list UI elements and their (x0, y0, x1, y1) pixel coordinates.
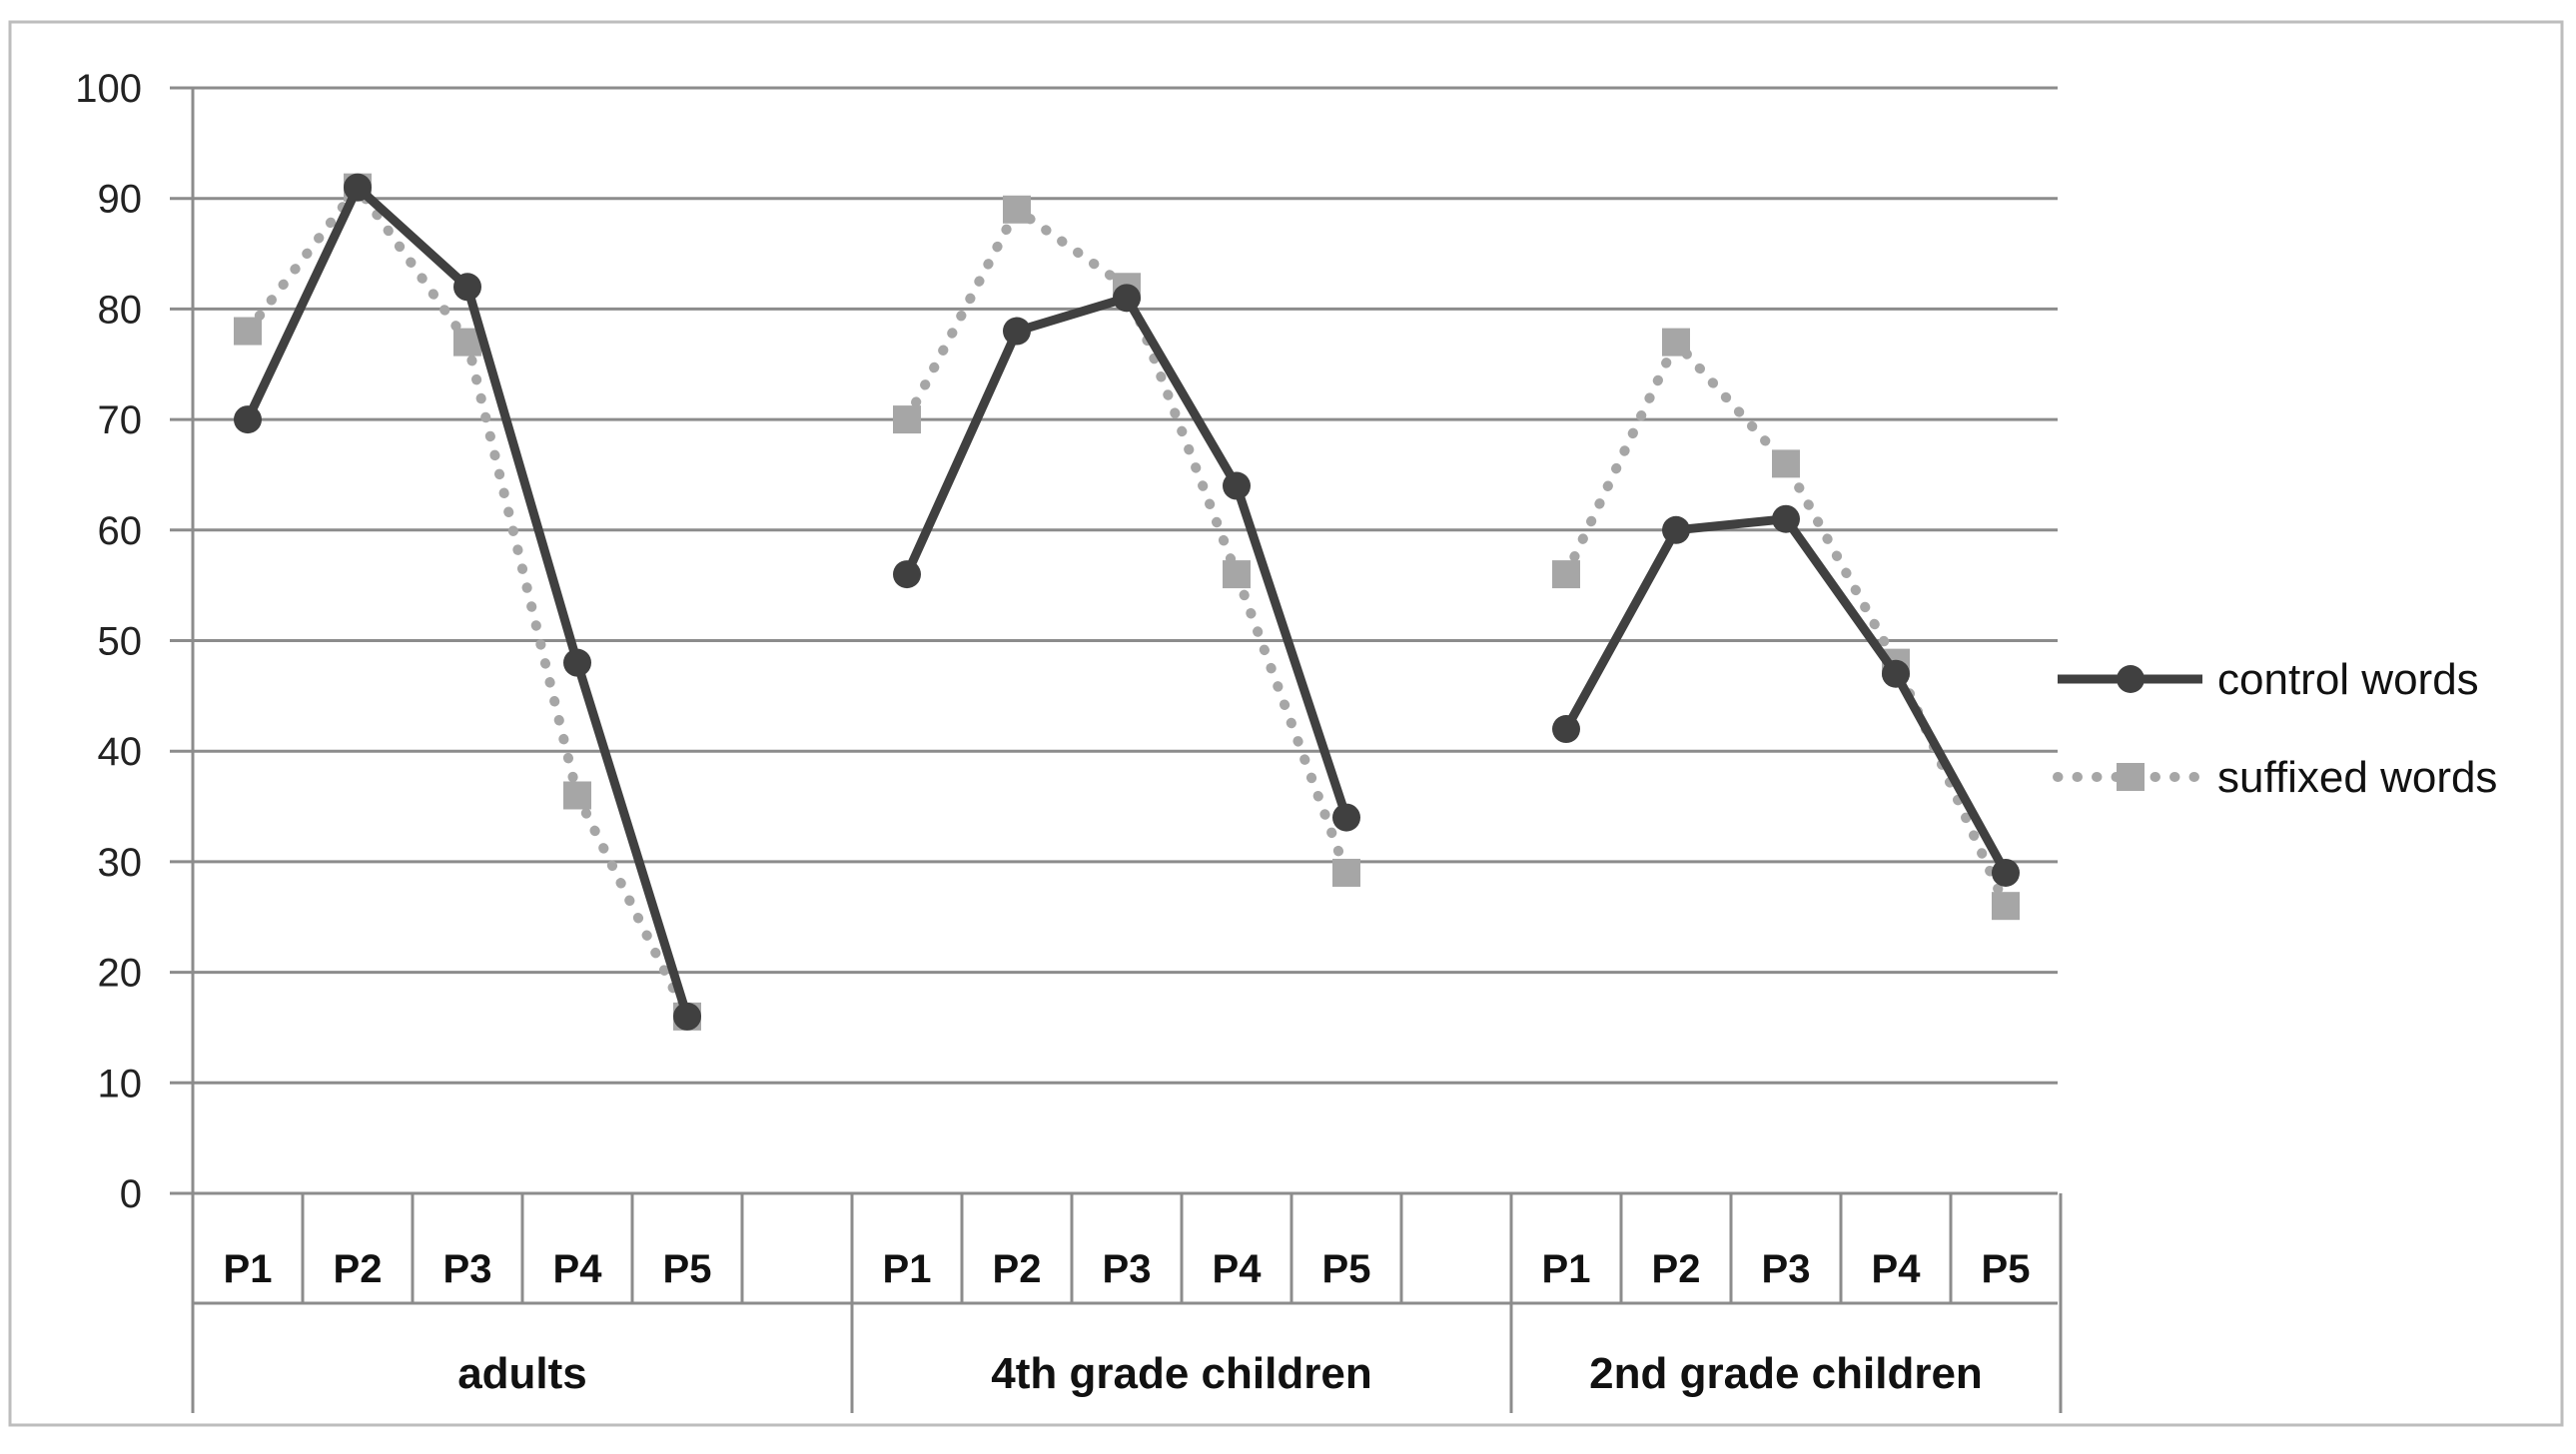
control-words-point (1662, 515, 1690, 544)
y-tick-label: 50 (98, 620, 143, 664)
suffixed-words-point (1332, 858, 1360, 887)
control-words-point (344, 173, 372, 202)
x-group-label: adults (457, 1349, 587, 1398)
suffixed-words-point (234, 317, 262, 346)
x-tick-label: P3 (1103, 1247, 1152, 1291)
x-tick-label: P2 (334, 1247, 383, 1291)
control-words-point (1992, 858, 2020, 887)
suffixed-words-point (1552, 560, 1580, 589)
x-tick-label: P1 (883, 1247, 932, 1291)
legend-label: suffixed words (2217, 753, 2497, 802)
y-tick-label: 20 (98, 952, 143, 996)
control-words-point (453, 273, 481, 302)
suffixed-words-point (1223, 560, 1251, 589)
control-words-point (673, 1002, 701, 1031)
y-tick-label: 30 (98, 841, 143, 885)
y-tick-label: 70 (98, 398, 143, 442)
suffixed-words-point (1662, 328, 1690, 357)
control-words-point (563, 648, 591, 677)
x-tick-label: P5 (1322, 1247, 1371, 1291)
y-tick-label: 10 (98, 1062, 143, 1105)
y-tick-label: 100 (75, 67, 142, 111)
control-words-point (1772, 504, 1800, 533)
control-words-point (234, 405, 262, 434)
suffixed-words-point (893, 405, 921, 434)
y-tick-label: 60 (98, 509, 143, 553)
control-words-point (1552, 715, 1580, 744)
x-group-label: 2nd grade children (1589, 1349, 1983, 1398)
x-tick-label: P1 (1542, 1247, 1591, 1291)
suffixed-words-point (1992, 892, 2020, 921)
control-words-point (1332, 803, 1360, 832)
control-words-point (1003, 317, 1031, 346)
y-tick-label: 90 (98, 178, 143, 222)
y-tick-label: 0 (120, 1172, 142, 1216)
x-tick-label: P4 (553, 1247, 603, 1291)
control-words-point (1113, 284, 1141, 313)
suffixed-words-point (1003, 195, 1031, 224)
control-words-point (1882, 659, 1910, 688)
x-tick-label: P1 (224, 1247, 273, 1291)
y-tick-label: 40 (98, 730, 143, 774)
legend-suffixed-words-marker (2117, 763, 2145, 791)
suffixed-words-point (563, 781, 591, 810)
x-group-label: 4th grade children (991, 1349, 1371, 1398)
x-tick-label: P4 (1213, 1247, 1263, 1291)
x-tick-label: P3 (443, 1247, 492, 1291)
control-words-point (893, 560, 921, 589)
x-tick-label: P5 (663, 1247, 712, 1291)
legend-label: control words (2217, 655, 2479, 704)
x-tick-label: P4 (1872, 1247, 1922, 1291)
x-tick-label: P2 (993, 1247, 1042, 1291)
x-tick-label: P3 (1762, 1247, 1811, 1291)
x-tick-label: P2 (1652, 1247, 1701, 1291)
legend-control-words-marker (2117, 665, 2145, 693)
suffixed-words-point (1772, 449, 1800, 478)
control-words-point (1223, 471, 1251, 500)
y-tick-label: 80 (98, 288, 143, 332)
x-tick-label: P5 (1982, 1247, 2031, 1291)
